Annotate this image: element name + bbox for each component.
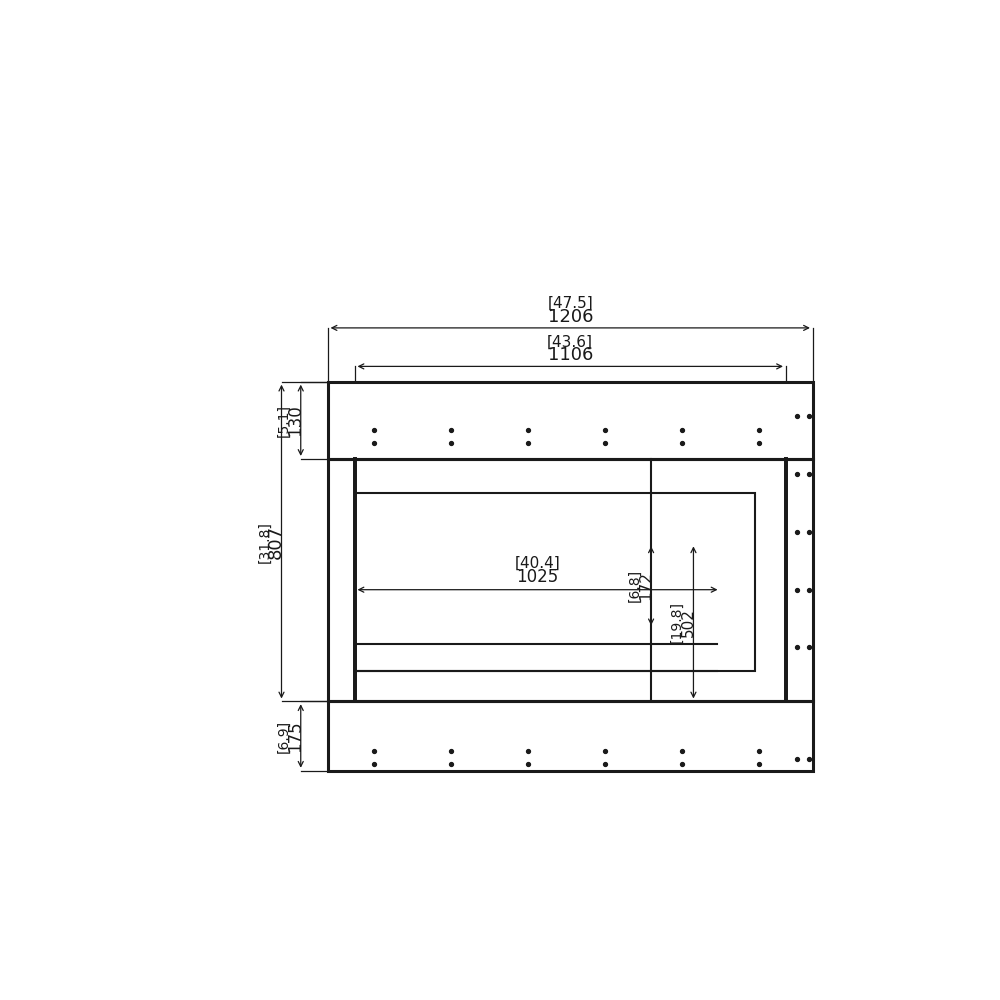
Text: 1025: 1025 xyxy=(516,568,559,586)
Text: [6.8]: [6.8] xyxy=(627,569,641,602)
Text: 807: 807 xyxy=(267,525,285,559)
Text: 172: 172 xyxy=(638,571,653,600)
Text: 1206: 1206 xyxy=(548,308,593,326)
Text: [19.8]: [19.8] xyxy=(670,601,684,643)
Text: [6.9]: [6.9] xyxy=(277,719,291,753)
Bar xyxy=(328,459,813,701)
Bar xyxy=(328,382,813,459)
Text: [47.5]: [47.5] xyxy=(547,296,593,311)
Bar xyxy=(328,701,813,771)
Text: [5.1]: [5.1] xyxy=(277,404,291,437)
Text: [31.8]: [31.8] xyxy=(258,521,272,563)
Text: [40.4]: [40.4] xyxy=(515,555,560,570)
Bar xyxy=(355,493,755,671)
Text: 130: 130 xyxy=(286,404,304,436)
Text: 175: 175 xyxy=(286,720,304,752)
Text: [43.6]: [43.6] xyxy=(547,334,593,349)
Text: 502: 502 xyxy=(681,608,696,637)
Text: 1106: 1106 xyxy=(548,346,593,364)
